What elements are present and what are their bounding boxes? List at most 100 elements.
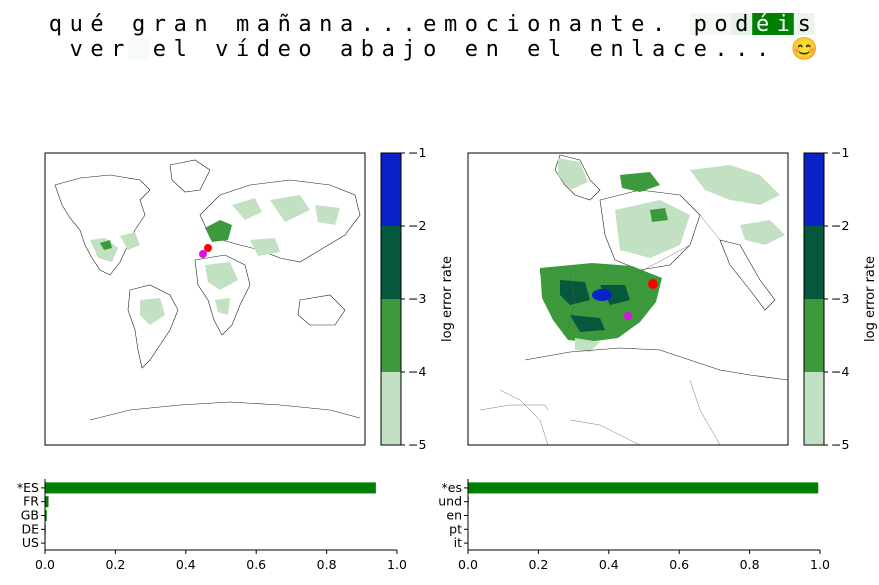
colorbar-segment bbox=[381, 153, 401, 226]
token: í bbox=[236, 37, 249, 62]
colorbar-tick-label: −1 bbox=[408, 145, 426, 160]
colorbar-tick-label: −3 bbox=[408, 291, 426, 306]
token: l bbox=[631, 37, 644, 62]
token-highlight bbox=[128, 38, 149, 60]
token-text: qué gran mañana...emocionante. podéis ve… bbox=[49, 12, 818, 62]
token: a bbox=[569, 12, 582, 37]
colorbar-tick-label: −1 bbox=[831, 145, 849, 160]
token: g bbox=[132, 12, 145, 37]
token: a bbox=[340, 12, 353, 37]
category-label: it bbox=[454, 535, 462, 550]
category-label: *ES bbox=[17, 480, 39, 495]
token: e bbox=[694, 37, 707, 62]
token: t bbox=[610, 12, 623, 37]
token: . bbox=[361, 12, 374, 37]
bar bbox=[468, 482, 818, 493]
world-map bbox=[45, 153, 365, 445]
colorbar-segment bbox=[804, 153, 824, 226]
colorbar-segment bbox=[381, 372, 401, 445]
colorbar-tick-label: −4 bbox=[831, 364, 849, 379]
x-tick-label: 0.0 bbox=[35, 557, 55, 572]
category-label: und bbox=[438, 494, 462, 509]
token: n bbox=[590, 12, 603, 37]
colorbar-left: −5 −4 −3 −2 −1 log error rate bbox=[381, 145, 455, 452]
madrid-high-error bbox=[592, 289, 612, 301]
token: é bbox=[90, 12, 103, 37]
x-tick-label: 0.2 bbox=[105, 557, 125, 572]
colorbar-segment bbox=[381, 226, 401, 299]
category-label: pt bbox=[449, 521, 462, 536]
token: s bbox=[798, 12, 811, 37]
token: é bbox=[756, 12, 769, 37]
token: l bbox=[174, 37, 187, 62]
token: o bbox=[465, 12, 478, 37]
token: e bbox=[527, 37, 540, 62]
x-tick-label: 0.2 bbox=[528, 557, 548, 572]
colorbar-right: −5 −4 −3 −2 −1 log error rate bbox=[804, 145, 878, 452]
token: . bbox=[735, 37, 748, 62]
colorbar-tick-label: −2 bbox=[408, 218, 426, 233]
token: . bbox=[714, 37, 727, 62]
token: a bbox=[257, 12, 270, 37]
iberia-map bbox=[468, 153, 788, 445]
token: c bbox=[486, 12, 499, 37]
category-label: GB bbox=[21, 508, 39, 523]
token: c bbox=[673, 37, 686, 62]
token: r bbox=[111, 37, 124, 62]
token: . bbox=[652, 12, 665, 37]
token: n bbox=[486, 37, 499, 62]
colorbar-tick-label: −3 bbox=[831, 291, 849, 306]
colorbar-segment bbox=[804, 299, 824, 372]
token: . bbox=[756, 37, 769, 62]
colorbar-label: log error rate bbox=[440, 256, 455, 342]
x-tick-label: 0.6 bbox=[669, 557, 689, 572]
token: . bbox=[382, 12, 395, 37]
token: . bbox=[402, 12, 415, 37]
token: a bbox=[382, 37, 395, 62]
category-label: FR bbox=[23, 494, 39, 509]
predicted-location-marker bbox=[199, 250, 207, 258]
token: j bbox=[402, 37, 415, 62]
colorbar-segment bbox=[804, 226, 824, 299]
token: a bbox=[340, 37, 353, 62]
token: a bbox=[298, 12, 311, 37]
token: e bbox=[423, 12, 436, 37]
token: e bbox=[90, 37, 103, 62]
category-label: US bbox=[22, 535, 39, 550]
token: n bbox=[319, 12, 332, 37]
token: e bbox=[153, 37, 166, 62]
token: e bbox=[631, 12, 644, 37]
x-tick-label: 0.6 bbox=[246, 557, 266, 572]
predicted-location-marker-r bbox=[624, 312, 632, 320]
token: a bbox=[652, 37, 665, 62]
colorbar-label: log error rate bbox=[863, 256, 878, 342]
category-label: DE bbox=[21, 521, 39, 536]
bar bbox=[45, 496, 49, 507]
colorbar-segment bbox=[804, 372, 824, 445]
token: n bbox=[194, 12, 207, 37]
token: e bbox=[465, 37, 478, 62]
colorbar-tick-label: −5 bbox=[408, 437, 426, 452]
x-tick-label: 0.8 bbox=[317, 557, 337, 572]
token: o bbox=[423, 37, 436, 62]
x-tick-label: 0.4 bbox=[599, 557, 619, 572]
colorbar-tick-label: −5 bbox=[831, 437, 849, 452]
x-tick-label: 0.4 bbox=[176, 557, 196, 572]
token: a bbox=[174, 12, 187, 37]
token: r bbox=[153, 12, 166, 37]
token: n bbox=[548, 12, 561, 37]
colorbar-tick-label: −4 bbox=[408, 364, 426, 379]
x-tick-label: 0.0 bbox=[458, 557, 478, 572]
token: v bbox=[70, 37, 83, 62]
token: v bbox=[215, 37, 228, 62]
token: b bbox=[361, 37, 374, 62]
token: o bbox=[298, 37, 311, 62]
x-tick-label: 1.0 bbox=[387, 557, 407, 572]
token: u bbox=[70, 12, 83, 37]
category-label: *es bbox=[442, 480, 462, 495]
token: i bbox=[777, 12, 790, 37]
bar bbox=[45, 482, 376, 493]
token: e bbox=[590, 37, 603, 62]
